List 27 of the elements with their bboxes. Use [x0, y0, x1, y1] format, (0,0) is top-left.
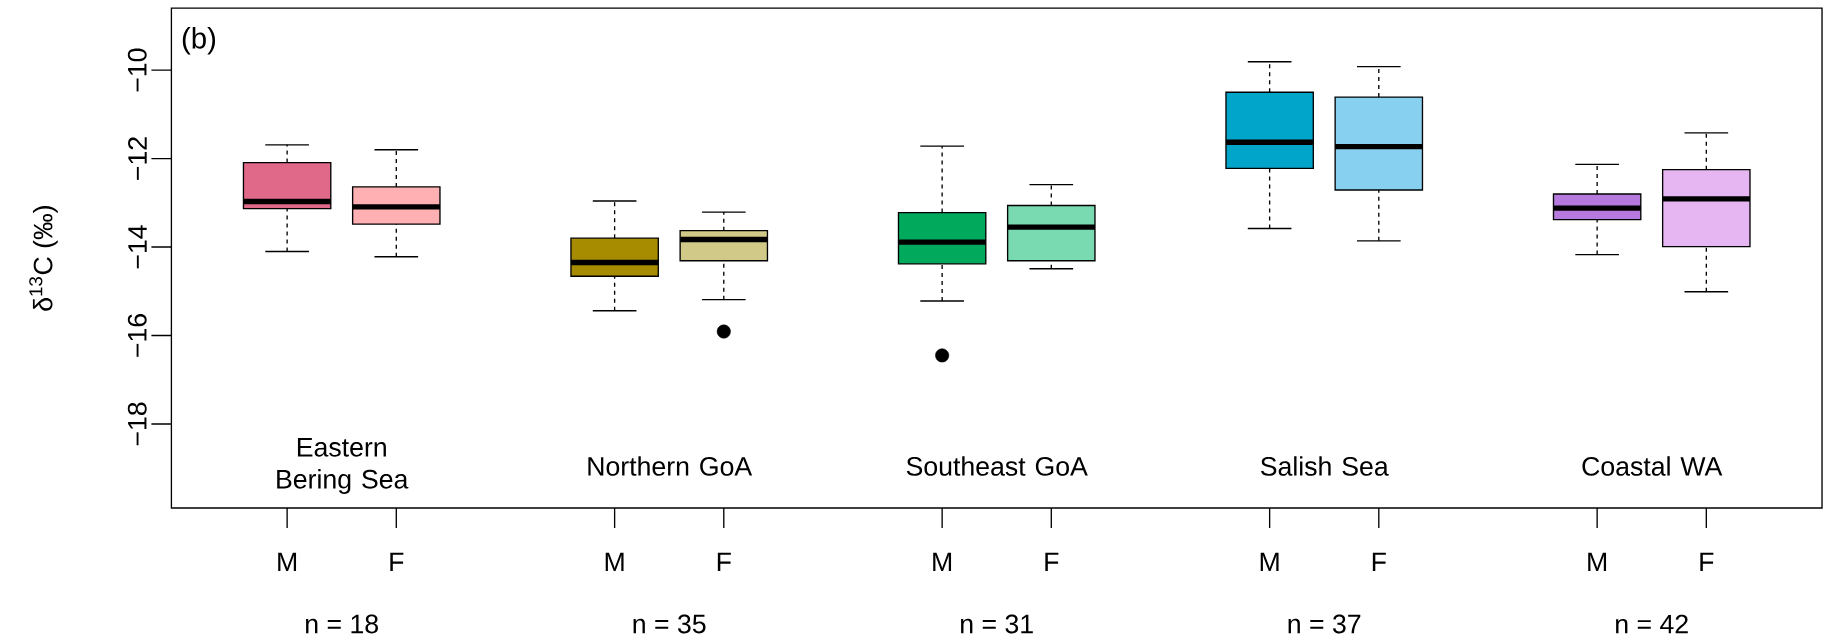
x-tick-label: M	[605, 552, 624, 572]
text: n = 35	[633, 614, 706, 634]
x-tick-label: F	[1372, 552, 1386, 572]
x-tick-label: F	[1700, 552, 1714, 572]
annotation: Eastern Bering Sea	[277, 438, 409, 494]
x-tick-label: M	[278, 552, 297, 572]
x-tick-label: F	[390, 552, 404, 572]
y-tick-label: −16	[127, 314, 147, 357]
annotation: Coastal WA	[1582, 456, 1723, 476]
y-tick-label: −14	[128, 225, 147, 269]
annotation: (b)	[182, 27, 216, 55]
y-tick-label: −18	[127, 402, 147, 446]
text: n = 42	[1616, 614, 1688, 634]
x-tick-label: M	[1260, 552, 1279, 572]
x-tick-label: M	[1588, 552, 1607, 572]
annotation: Southeast GoA	[906, 456, 1088, 476]
text: n = 18	[306, 614, 378, 634]
x-tick-label: F	[717, 552, 731, 572]
annotation: Salish Sea	[1260, 456, 1389, 476]
x-tick-label: F	[1045, 552, 1059, 572]
text: n = 31	[961, 614, 1033, 634]
y-axis-title: δ$^{13}$C (‰)	[29, 206, 58, 311]
y-tick-label: −10	[127, 48, 147, 92]
x-tick-label: M	[933, 552, 952, 572]
text: n = 37	[1288, 614, 1361, 634]
annotation: Northern GoA	[588, 456, 753, 476]
y-tick-label: −12	[128, 137, 147, 180]
